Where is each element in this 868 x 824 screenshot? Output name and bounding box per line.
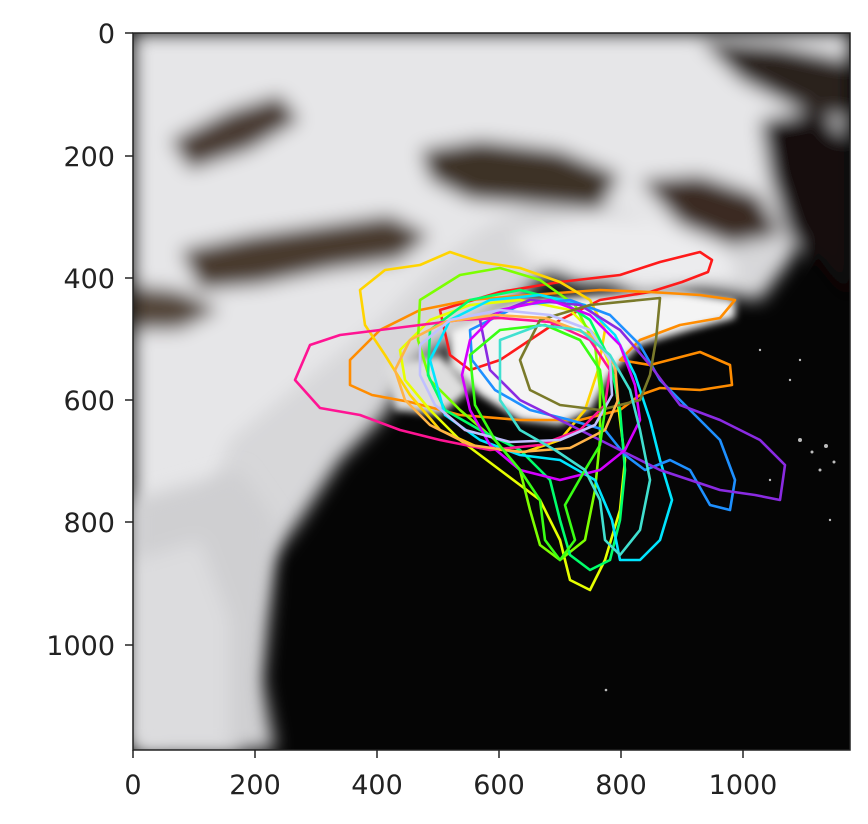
y-tick-label: 800 — [63, 508, 115, 539]
contour-overlays — [293, 250, 787, 592]
contour-cyan2 — [498, 323, 652, 557]
y-tick-label: 0 — [98, 19, 115, 50]
satellite-image — [133, 33, 850, 750]
y-tick-label: 1000 — [46, 631, 115, 662]
x-tick-label: 800 — [595, 770, 647, 801]
y-tick-label: 200 — [63, 142, 115, 173]
x-tick-label: 200 — [229, 770, 281, 801]
x-tick-label: 400 — [351, 770, 403, 801]
y-axis: 0 200 400 600 800 1000 — [46, 19, 133, 662]
x-tick-label: 1000 — [709, 770, 778, 801]
contour-lavender — [418, 308, 614, 444]
contour-green — [416, 266, 602, 562]
y-tick-label: 600 — [63, 386, 115, 417]
x-tick-label: 0 — [124, 770, 141, 801]
contour-magenta — [460, 298, 642, 482]
contour-dodgerblue — [468, 298, 737, 512]
contour-orange — [348, 288, 737, 422]
axes-frame — [132, 32, 851, 751]
x-tick-label: 600 — [473, 770, 525, 801]
speck-cluster — [604, 348, 836, 692]
y-tick-label: 400 — [63, 264, 115, 295]
contour-red — [438, 250, 714, 372]
contour-blueviolet — [478, 298, 787, 502]
contour-cyan — [428, 293, 674, 562]
x-axis: 0 200 400 600 800 1000 — [124, 750, 777, 801]
contour-lightorange — [393, 313, 620, 454]
contour-green2 — [468, 323, 607, 562]
contour-olive — [518, 296, 662, 412]
